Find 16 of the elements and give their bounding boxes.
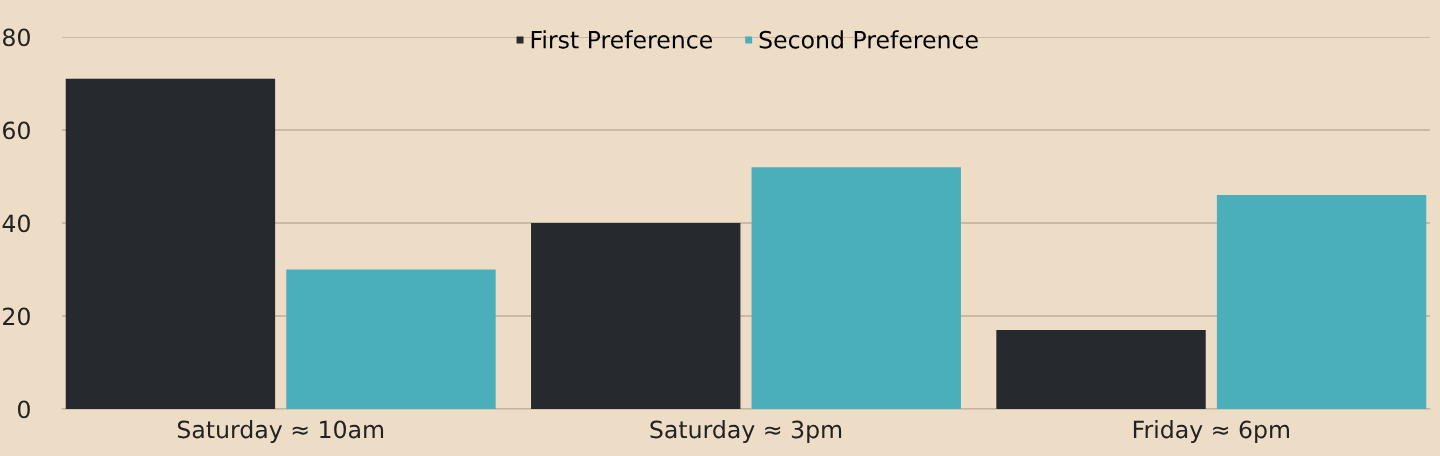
legend-label: Second Preference xyxy=(759,30,978,49)
y-tick-label: 0 xyxy=(17,400,30,419)
bar xyxy=(1216,195,1427,409)
y-tick-label: 40 xyxy=(2,214,30,233)
legend-label: First Preference xyxy=(531,30,712,49)
x-tick-label: Saturday ≈ 3pm xyxy=(650,420,842,443)
y-tick-label: 60 xyxy=(3,121,30,140)
bar xyxy=(531,223,741,409)
bar xyxy=(751,167,961,409)
bar xyxy=(65,78,276,409)
y-tick-label: 80 xyxy=(3,28,30,47)
x-tick-label: Friday ≈ 6pm xyxy=(1133,420,1289,443)
x-tick-label: Saturday ≈ 10am xyxy=(177,420,384,443)
bar xyxy=(996,329,1206,409)
bar xyxy=(286,269,496,409)
y-tick-label: 20 xyxy=(3,307,30,326)
